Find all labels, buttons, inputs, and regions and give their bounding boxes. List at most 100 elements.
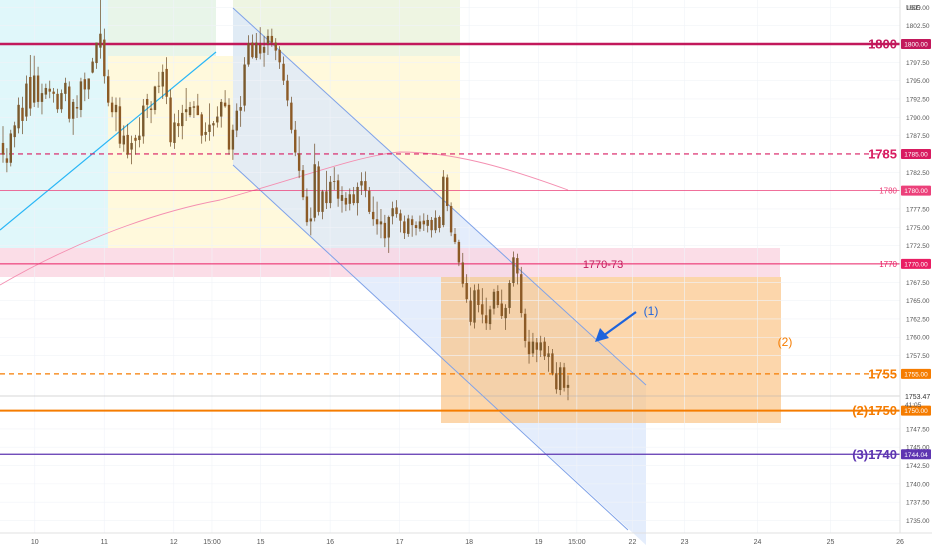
price-tag-box xyxy=(901,449,931,460)
time-tick-label: 12 xyxy=(170,539,178,546)
price-tick-label: 1747.50 xyxy=(906,426,930,433)
candle-body xyxy=(562,367,566,388)
zone-label: 1770-73 xyxy=(583,259,623,271)
candlestick-series xyxy=(1,0,570,401)
candle-body xyxy=(216,116,219,123)
candle-body xyxy=(329,181,332,204)
candle-body xyxy=(266,35,270,44)
candle-body xyxy=(379,221,383,225)
time-axis[interactable]: 10 11 12 15:00 15 16 17 18 19 15:00 22 23 24 25 26 xyxy=(0,532,932,546)
candle-body xyxy=(317,166,320,212)
cyan-shade-box xyxy=(0,0,108,248)
candle-body xyxy=(192,106,196,108)
time-tick-label: 18 xyxy=(465,539,473,546)
candle-body xyxy=(508,282,511,308)
candle-body xyxy=(512,257,515,283)
candle-body xyxy=(44,87,48,95)
candle-body xyxy=(48,88,51,92)
candle-body xyxy=(278,49,281,63)
candle-body xyxy=(371,211,375,220)
candle-body xyxy=(32,75,36,103)
candle-body xyxy=(531,341,535,354)
candle-body xyxy=(407,218,410,234)
candle-body xyxy=(239,107,242,111)
candle-body xyxy=(477,289,480,305)
candle-body xyxy=(208,124,211,132)
candle-body xyxy=(17,104,20,129)
annotation-1-label: (1) xyxy=(644,304,659,318)
candle-body xyxy=(231,129,235,150)
green-shade-box xyxy=(108,0,216,56)
candle-body xyxy=(247,43,250,65)
candle-body xyxy=(332,181,336,182)
candle-body xyxy=(336,180,340,199)
candle-body xyxy=(516,258,519,274)
level-label: 1755 xyxy=(868,366,897,381)
time-tick-labels: 10 11 12 15:00 15 16 17 18 19 15:00 22 23 24 25 26 xyxy=(31,539,904,546)
candle-body xyxy=(235,110,239,131)
candle-body xyxy=(157,85,161,87)
candle-body xyxy=(539,342,542,351)
candle-body xyxy=(504,307,507,319)
candle-body xyxy=(173,122,176,143)
time-tick-label: 15:00 xyxy=(568,539,586,546)
price-tick-label: 1797.50 xyxy=(906,60,930,67)
level-label: (3)1740 xyxy=(852,447,897,462)
candle-body xyxy=(309,218,313,222)
candle-body xyxy=(79,81,83,110)
price-tag-box xyxy=(901,185,931,196)
candle-body xyxy=(181,112,184,127)
candle-body xyxy=(461,262,465,284)
candle-body xyxy=(114,104,118,113)
candle-body xyxy=(227,104,231,150)
candle-body xyxy=(118,106,122,144)
candle-body xyxy=(321,191,324,212)
candle-body xyxy=(360,181,363,186)
level-label: 1785 xyxy=(868,146,897,161)
time-tick-label: 15 xyxy=(257,539,265,546)
candle-body xyxy=(340,195,344,201)
candle-body xyxy=(126,134,129,155)
grid-lines xyxy=(0,0,901,533)
level-label: 1770 xyxy=(879,260,897,269)
candle-body xyxy=(142,105,145,137)
candle-body xyxy=(535,342,539,350)
price-tags: 1800.00 1785.00 1780.00 1770.00 1755.00 1750.… xyxy=(901,38,931,460)
candle-body xyxy=(130,142,133,150)
candle-body xyxy=(165,68,168,97)
candle-body xyxy=(523,313,527,341)
price-tick-label: 1792.50 xyxy=(906,96,930,103)
candle-body xyxy=(95,42,98,64)
candle-body xyxy=(364,181,367,191)
candle-body xyxy=(161,71,164,87)
arrow-head-icon xyxy=(595,328,609,342)
price-tick-label: 1772.50 xyxy=(906,243,930,250)
price-tick-label: 1787.50 xyxy=(906,133,930,140)
candle-body xyxy=(430,219,433,231)
price-tag-text: 1785.00 xyxy=(904,151,928,158)
current-price-tag: 1753.47 xyxy=(905,394,930,401)
price-tag-box xyxy=(901,38,931,49)
time-tick-label: 15:00 xyxy=(203,539,221,546)
candle-body xyxy=(297,153,301,171)
candle-body xyxy=(325,191,328,204)
price-tag-text: 1744.04 xyxy=(904,452,928,459)
price-axis[interactable]: USD 1805.001802.501797.501795.001792.501… xyxy=(899,0,931,533)
candle-body xyxy=(83,79,87,90)
candle-body xyxy=(422,220,426,225)
candle-body xyxy=(270,35,274,43)
candle-body xyxy=(484,315,488,324)
price-tick-label: 1762.50 xyxy=(906,316,930,323)
horizontal-levels: 1800 1785 1780 1770 1755 (2)1750 (3)1740 xyxy=(0,36,900,462)
candle-body xyxy=(301,170,305,198)
candle-body xyxy=(438,217,441,229)
countdown-label: 41:05 xyxy=(905,402,922,409)
annotation-arrow-1 xyxy=(595,311,637,342)
candle-body xyxy=(138,135,141,141)
candle-body xyxy=(188,107,192,116)
candle-body xyxy=(258,44,262,54)
arrow-shaft xyxy=(602,311,637,337)
candle-body xyxy=(290,102,293,130)
level-label: 1800 xyxy=(868,36,897,51)
